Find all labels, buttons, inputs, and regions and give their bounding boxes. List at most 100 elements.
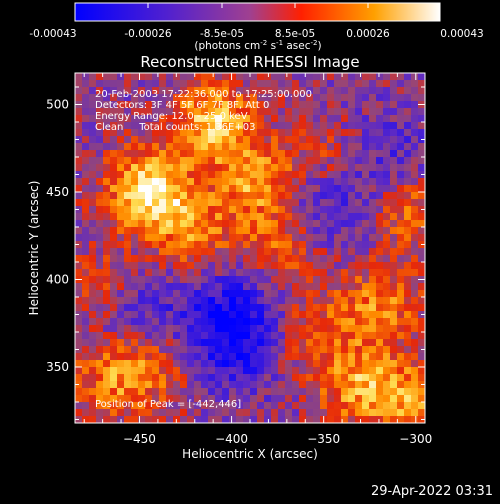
- heatmap-cell: [131, 122, 139, 130]
- heatmap-cell: [222, 248, 230, 256]
- heatmap-cell: [341, 269, 349, 277]
- heatmap-cell: [89, 87, 97, 95]
- heatmap-cell: [278, 150, 286, 158]
- heatmap-cell: [166, 297, 174, 305]
- heatmap-cell: [222, 262, 230, 270]
- heatmap-cell: [285, 108, 293, 116]
- heatmap-cell: [348, 381, 356, 389]
- heatmap-cell: [264, 185, 272, 193]
- heatmap-cell: [103, 346, 111, 354]
- heatmap-cell: [362, 80, 370, 88]
- heatmap-cell: [404, 87, 412, 95]
- heatmap-cell: [355, 318, 363, 326]
- heatmap-cell: [110, 381, 118, 389]
- heatmap-cell: [418, 388, 425, 396]
- heatmap-cell: [194, 94, 202, 102]
- heatmap-cell: [138, 199, 146, 207]
- heatmap-cell: [208, 304, 216, 312]
- heatmap-cell: [411, 290, 419, 298]
- heatmap-cell: [411, 276, 419, 284]
- heatmap-cell: [376, 409, 384, 417]
- heatmap-cell: [285, 150, 293, 158]
- heatmap-cell: [362, 388, 370, 396]
- heatmap-cell: [348, 395, 356, 403]
- heatmap-cell: [187, 374, 195, 382]
- heatmap-cell: [348, 192, 356, 200]
- heatmap-cell: [327, 304, 335, 312]
- heatmap-cell: [257, 115, 265, 123]
- heatmap-cell: [404, 381, 412, 389]
- heatmap-cell: [292, 374, 300, 382]
- heatmap-cell: [299, 73, 307, 81]
- heatmap-cell: [369, 395, 377, 403]
- heatmap-cell: [145, 402, 153, 410]
- heatmap-cell: [285, 115, 293, 123]
- heatmap-cell: [362, 192, 370, 200]
- heatmap-cell: [355, 213, 363, 221]
- heatmap-cell: [243, 402, 251, 410]
- heatmap-cell: [208, 129, 216, 137]
- colorbar-tick-label: 0.00043: [440, 28, 483, 40]
- heatmap-cell: [313, 87, 321, 95]
- heatmap-cell: [208, 73, 216, 81]
- heatmap-cell: [306, 290, 314, 298]
- heatmap-cell: [236, 115, 244, 123]
- heatmap-cell: [89, 283, 97, 291]
- heatmap-cell: [404, 157, 412, 165]
- heatmap-cell: [173, 108, 181, 116]
- heatmap-cell: [110, 262, 118, 270]
- heatmap-cell: [89, 178, 97, 186]
- heatmap-cell: [124, 241, 132, 249]
- heatmap-cell: [194, 143, 202, 151]
- heatmap-cell: [145, 346, 153, 354]
- heatmap-cell: [390, 311, 398, 319]
- heatmap-cell: [334, 73, 342, 81]
- heatmap-cell: [355, 402, 363, 410]
- heatmap-cell: [215, 94, 223, 102]
- heatmap-cell: [89, 395, 97, 403]
- heatmap-cell: [299, 318, 307, 326]
- heatmap-cell: [362, 255, 370, 263]
- heatmap-cell: [159, 255, 167, 263]
- heatmap-cell: [404, 115, 412, 123]
- heatmap-cell: [250, 381, 258, 389]
- heatmap-cell: [320, 346, 328, 354]
- heatmap-cell: [243, 255, 251, 263]
- heatmap-cell: [257, 381, 265, 389]
- heatmap-cell: [257, 367, 265, 375]
- heatmap-cell: [299, 262, 307, 270]
- heatmap-cell: [110, 318, 118, 326]
- heatmap-cell: [355, 143, 363, 151]
- heatmap-cell: [334, 332, 342, 340]
- heatmap-cell: [201, 325, 209, 333]
- heatmap-cell: [264, 171, 272, 179]
- heatmap-cell: [327, 374, 335, 382]
- heatmap-cell: [187, 311, 195, 319]
- heatmap-cell: [411, 73, 419, 81]
- heatmap-cell: [96, 283, 104, 291]
- heatmap-cell: [166, 367, 174, 375]
- heatmap-cell: [264, 87, 272, 95]
- heatmap-cell: [418, 164, 425, 172]
- heatmap-cell: [236, 206, 244, 214]
- heatmap-cell: [124, 227, 132, 235]
- heatmap-cell: [166, 276, 174, 284]
- heatmap-cell: [404, 241, 412, 249]
- heatmap-cell: [152, 241, 160, 249]
- heatmap-cell: [215, 227, 223, 235]
- heatmap-cell: [124, 269, 132, 277]
- heatmap-cell: [236, 269, 244, 277]
- heatmap-cell: [201, 220, 209, 228]
- heatmap-cell: [313, 94, 321, 102]
- heatmap-cell: [362, 171, 370, 179]
- heatmap-cell: [229, 80, 237, 88]
- heatmap-cell: [166, 213, 174, 221]
- heatmap-cell: [299, 129, 307, 137]
- heatmap-cell: [355, 192, 363, 200]
- heatmap-cell: [306, 283, 314, 291]
- heatmap-cell: [397, 325, 405, 333]
- heatmap-cell: [110, 150, 118, 158]
- heatmap-cell: [96, 171, 104, 179]
- heatmap-cell: [222, 339, 230, 347]
